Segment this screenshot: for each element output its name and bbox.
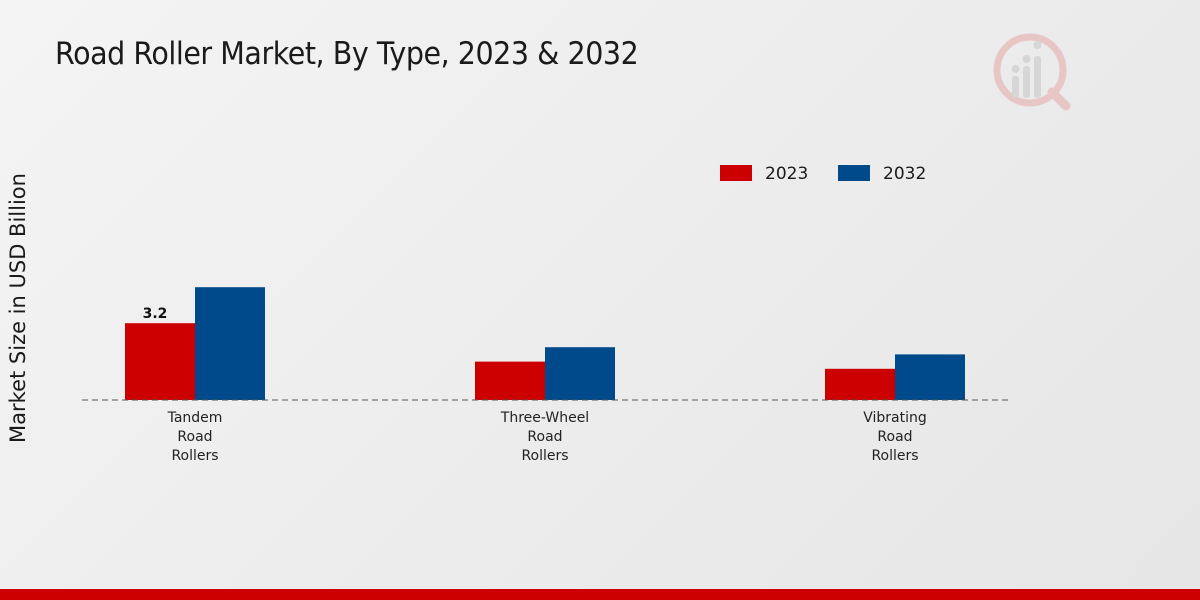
market-research-logo-icon [993,33,1071,111]
x-tick-label-0-2: Rollers [171,448,218,464]
bars-group [125,287,965,400]
x-tick-label-2-0: Vibrating [863,410,927,426]
x-tick-label-0-1: Road [177,429,212,445]
x-tick-label-1-2: Rollers [521,448,568,464]
x-tick-label-1-0: Three-Wheel [500,410,589,426]
labels-group: 3.2 Tandem Road Rollers Three-Wheel Road Rolle… [143,306,927,464]
legend: 2023 2032 [720,164,926,184]
x-tick-label-2-2: Rollers [871,448,918,464]
bar-2023-1 [475,361,545,400]
x-tick-label-0-0: Tandem [167,410,223,426]
bar-2023-2 [825,368,895,400]
legend-label-2032: 2032 [883,164,926,184]
bar-2032-2 [895,354,965,400]
x-tick-label-2-1: Road [877,429,912,445]
chart-title: Road Roller Market, By Type, 2023 & 2032 [55,36,639,72]
data-label-0: 3.2 [143,306,168,322]
legend-swatch-2023 [720,165,752,181]
bar-2023-0 [125,323,195,400]
legend-swatch-2032 [838,165,870,181]
footer-accent-bar [0,589,1200,600]
bar-2032-1 [545,347,615,400]
bar-2032-0 [195,287,265,400]
legend-label-2023: 2023 [765,164,808,184]
x-tick-label-1-1: Road [527,429,562,445]
